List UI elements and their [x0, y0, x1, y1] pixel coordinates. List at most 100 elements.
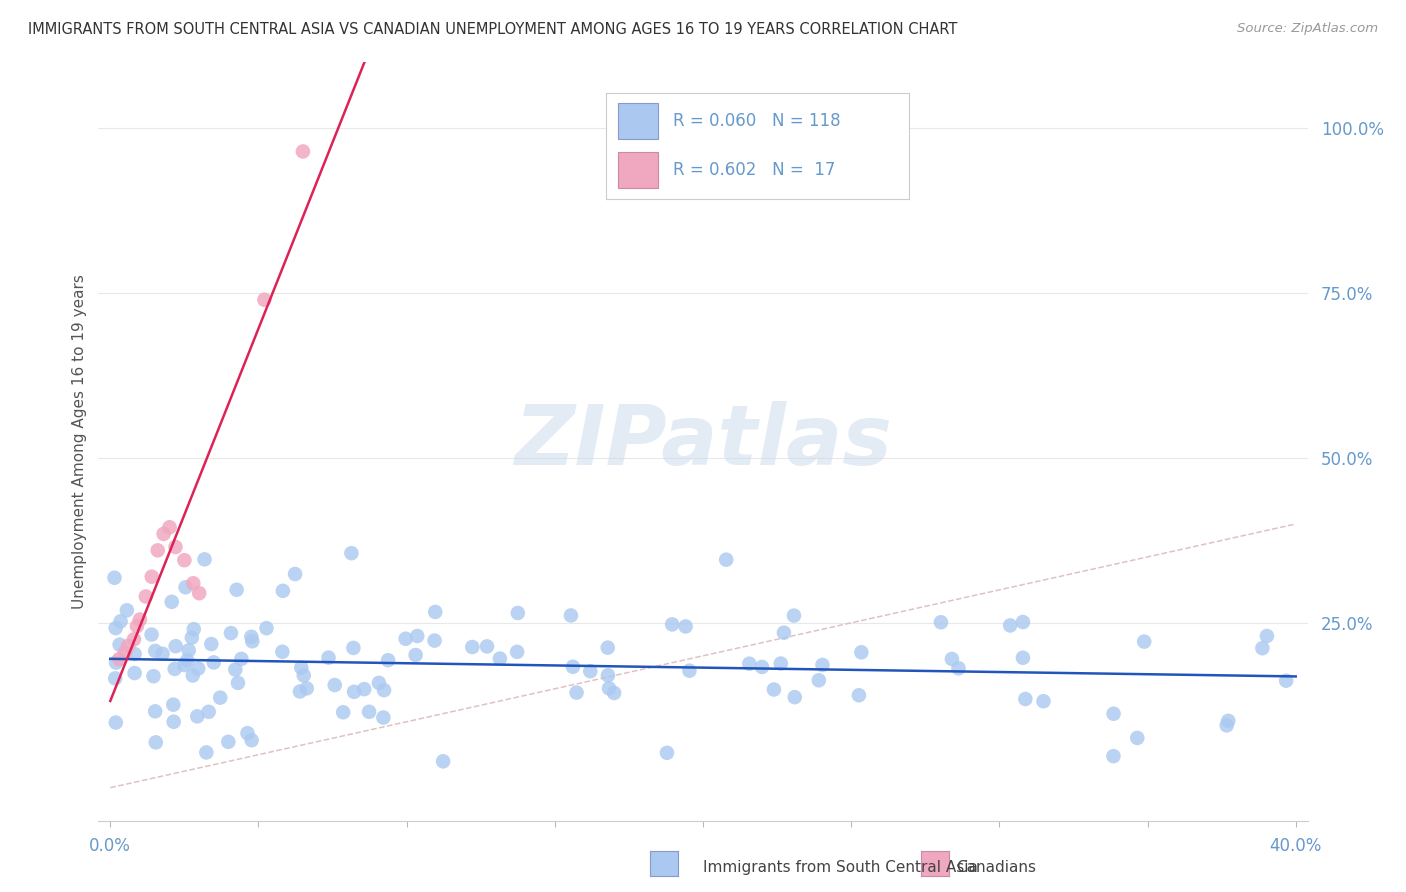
Point [104, 621, 127, 635]
Point [219, 626, 242, 640]
Point [195, 746, 218, 760]
Point [146, 543, 169, 558]
Point [188, 586, 211, 600]
Point [103, 571, 125, 585]
Point [135, 590, 157, 604]
Point [762, 682, 785, 697]
Y-axis label: Unemployment Among Ages 16 to 19 years: Unemployment Among Ages 16 to 19 years [72, 274, 87, 609]
Point [561, 659, 583, 673]
Point [193, 552, 215, 566]
Point [181, 668, 204, 682]
Point [1275, 673, 1298, 688]
Point [174, 580, 197, 594]
Point [769, 657, 792, 671]
Point [506, 645, 529, 659]
Point [1215, 718, 1237, 732]
Point [108, 652, 131, 666]
Text: Immigrants from South Central Asia: Immigrants from South Central Asia [703, 860, 979, 874]
Point [811, 657, 834, 672]
Point [143, 644, 166, 658]
Point [675, 619, 697, 633]
Point [173, 658, 195, 673]
Point [579, 664, 602, 678]
Text: Canadians: Canadians [956, 860, 1036, 874]
Point [1102, 749, 1125, 764]
Point [108, 638, 131, 652]
Point [359, 705, 381, 719]
Point [160, 595, 183, 609]
Point [187, 661, 209, 675]
Point [236, 726, 259, 740]
Point [288, 684, 311, 698]
Point [271, 645, 294, 659]
Point [291, 145, 314, 159]
Point [224, 663, 246, 677]
Point [217, 735, 239, 749]
Point [292, 668, 315, 682]
Point [1251, 641, 1274, 656]
Point [159, 520, 181, 534]
Text: 40.0%: 40.0% [1270, 837, 1322, 855]
Point [395, 632, 418, 646]
Point [163, 714, 186, 729]
Point [152, 647, 174, 661]
Point [142, 669, 165, 683]
Point [141, 570, 163, 584]
Point [373, 710, 395, 724]
Point [226, 676, 249, 690]
Point [851, 645, 873, 659]
Point [1218, 714, 1240, 728]
Point [145, 735, 167, 749]
Point [122, 632, 145, 647]
Point [773, 625, 796, 640]
Point [183, 622, 205, 636]
Point [114, 646, 136, 660]
Point [290, 660, 312, 674]
Point [253, 293, 276, 307]
Point [1014, 692, 1036, 706]
Point [461, 640, 484, 654]
Point [1032, 694, 1054, 708]
Point [560, 608, 582, 623]
Point [200, 637, 222, 651]
Point [104, 671, 127, 685]
Point [343, 685, 366, 699]
Point [141, 627, 163, 641]
Point [783, 608, 806, 623]
Point [596, 668, 619, 682]
Point [367, 676, 389, 690]
Point [1012, 615, 1035, 629]
Point [425, 605, 447, 619]
Point [423, 633, 446, 648]
Point [342, 640, 364, 655]
Point [506, 606, 529, 620]
Point [177, 643, 200, 657]
Point [295, 681, 318, 696]
Point [373, 683, 395, 698]
Point [603, 686, 626, 700]
Point [598, 681, 620, 696]
Point [143, 704, 166, 718]
Point [998, 618, 1021, 632]
Point [377, 653, 399, 667]
Point [240, 630, 263, 644]
Point [941, 652, 963, 666]
Point [783, 690, 806, 705]
Point [284, 567, 307, 582]
Point [565, 685, 588, 699]
Point [678, 664, 700, 678]
Point [406, 629, 429, 643]
Point [661, 617, 683, 632]
Point [340, 546, 363, 560]
Point [1102, 706, 1125, 721]
Point [125, 619, 148, 633]
Point [163, 662, 186, 676]
Point [115, 603, 138, 617]
Point [176, 653, 198, 667]
Point [202, 656, 225, 670]
Text: Source: ZipAtlas.com: Source: ZipAtlas.com [1237, 22, 1378, 36]
Point [165, 639, 187, 653]
Point [165, 540, 187, 554]
Point [948, 661, 970, 675]
Point [117, 639, 139, 653]
